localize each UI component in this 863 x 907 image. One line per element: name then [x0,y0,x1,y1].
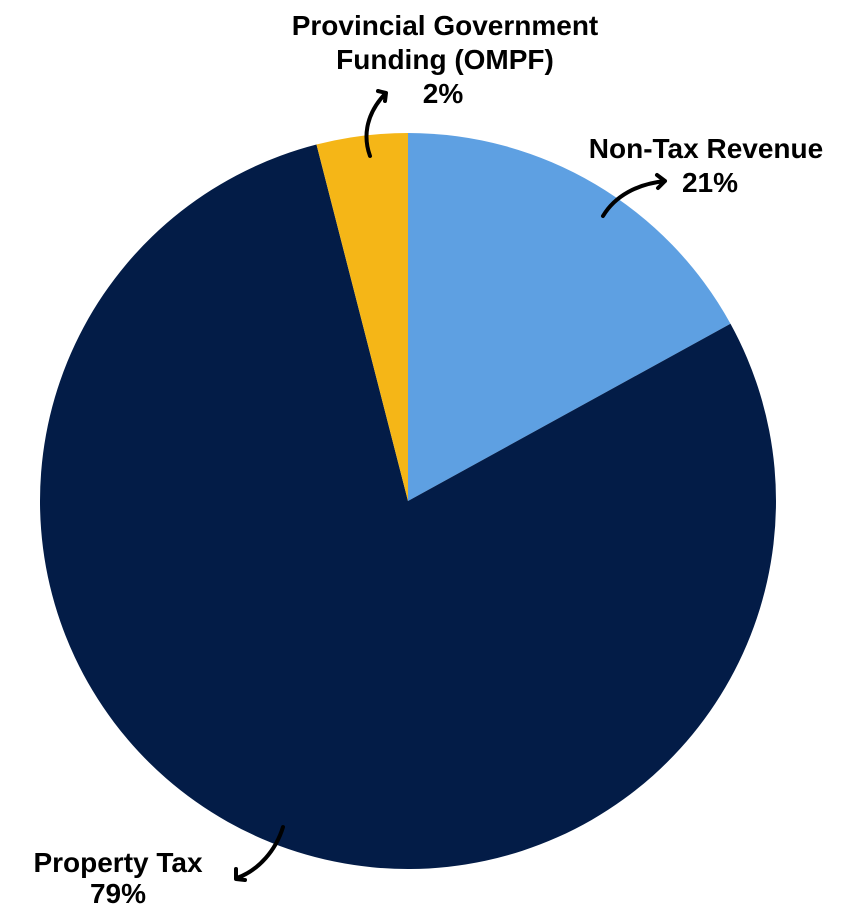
label-non-tax-name: Non-Tax Revenue [589,133,823,164]
label-ompf-pct: 2% [423,78,464,109]
label-ompf-name-line1: Provincial Government [292,10,599,41]
arrow-non-tax [601,173,667,218]
label-ompf-name-line2: Funding (OMPF) [336,44,554,75]
pie-slice-ompf [316,133,408,501]
label-property-tax: Property Tax 79% [33,825,285,907]
label-non-tax: Non-Tax Revenue 21% [589,133,823,218]
label-property-tax-pct: 79% [90,878,146,907]
pie-slice-property-tax [39,144,777,869]
label-non-tax-pct: 21% [682,167,738,198]
label-property-tax-name: Property Tax [33,847,203,878]
arrow-property-tax [234,825,285,882]
pie-slices [39,133,777,869]
arrow-ompf [364,89,388,158]
pie-slice-non-tax [408,133,731,501]
label-ompf: Provincial Government Funding (OMPF) 2% [292,10,599,158]
